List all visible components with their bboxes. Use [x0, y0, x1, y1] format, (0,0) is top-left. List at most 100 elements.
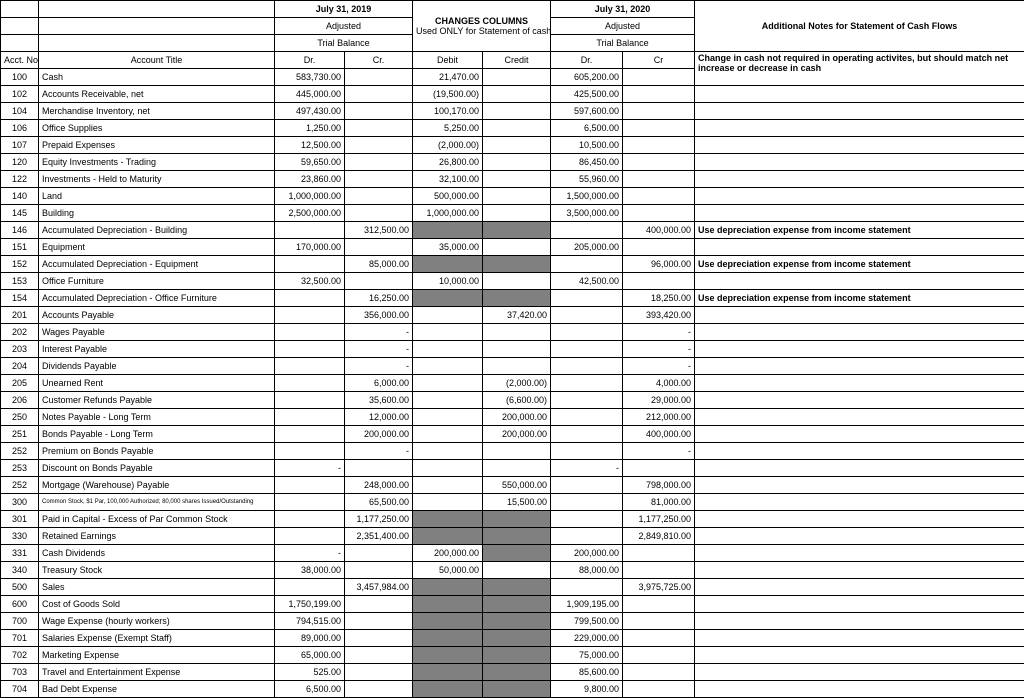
table-row: 206Customer Refunds Payable35,600.00(6,6…	[1, 392, 1024, 409]
cell-debit	[413, 477, 483, 494]
cell-acct: 500	[1, 579, 39, 596]
table-row: 153Office Furniture32,500.0010,000.0042,…	[1, 273, 1024, 290]
table-row: 102Accounts Receivable, net445,000.00(19…	[1, 86, 1024, 103]
cell-cr20	[623, 460, 695, 477]
cell-dr20: 425,500.00	[551, 86, 623, 103]
cell-note	[695, 324, 1024, 341]
cell-dr20: 88,000.00	[551, 562, 623, 579]
cell-cr19	[345, 681, 413, 698]
cell-acct: 122	[1, 171, 39, 188]
cell-cr19: 248,000.00	[345, 477, 413, 494]
cell-dr19	[275, 341, 345, 358]
cell-cr19	[345, 630, 413, 647]
table-row: 205Unearned Rent6,000.00(2,000.00)4,000.…	[1, 375, 1024, 392]
cell-title: Merchandise Inventory, net	[39, 103, 275, 120]
note-change-cash: Change in cash not required in operating…	[695, 52, 1024, 86]
cell-cr20	[623, 630, 695, 647]
cell-title: Prepaid Expenses	[39, 137, 275, 154]
cell-note	[695, 375, 1024, 392]
cell-debit	[413, 528, 483, 545]
cell-credit	[483, 188, 551, 205]
cell-title: Wage Expense (hourly workers)	[39, 613, 275, 630]
cell-acct: 301	[1, 511, 39, 528]
cell-debit	[413, 256, 483, 273]
cell-title: Accumulated Depreciation - Equipment	[39, 256, 275, 273]
cell-cr20: 2,849,810.00	[623, 528, 695, 545]
table-row: 146Accumulated Depreciation - Building31…	[1, 222, 1024, 239]
cell-credit	[483, 137, 551, 154]
col-header-title: Account Title	[39, 52, 275, 69]
cell-acct: 204	[1, 358, 39, 375]
cell-title: Building	[39, 205, 275, 222]
cell-title: Retained Earnings	[39, 528, 275, 545]
cell-dr19: 497,430.00	[275, 103, 345, 120]
cell-note	[695, 681, 1024, 698]
cell-note: Use depreciation expense from income sta…	[695, 290, 1024, 307]
cell-debit	[413, 460, 483, 477]
cell-dr19: 525.00	[275, 664, 345, 681]
cell-credit: (2,000.00)	[483, 375, 551, 392]
cell-acct: 145	[1, 205, 39, 222]
cell-note	[695, 460, 1024, 477]
cell-dr20: 799,500.00	[551, 613, 623, 630]
cell-debit	[413, 392, 483, 409]
cell-debit	[413, 324, 483, 341]
table-row: 201Accounts Payable356,000.0037,420.0039…	[1, 307, 1024, 324]
table-row: 703Travel and Entertainment Expense525.0…	[1, 664, 1024, 681]
cell-dr19	[275, 290, 345, 307]
cell-acct: 300	[1, 494, 39, 511]
cell-dr19: 794,515.00	[275, 613, 345, 630]
cell-credit	[483, 239, 551, 256]
cell-dr20: 75,000.00	[551, 647, 623, 664]
cell-cr20: 400,000.00	[623, 222, 695, 239]
cell-acct: 206	[1, 392, 39, 409]
cell-cr19	[345, 205, 413, 222]
cell-dr19	[275, 443, 345, 460]
cell-cr19: 16,250.00	[345, 290, 413, 307]
cell-debit	[413, 375, 483, 392]
cell-title: Cost of Goods Sold	[39, 596, 275, 613]
cell-title: Accounts Payable	[39, 307, 275, 324]
cell-dr19	[275, 358, 345, 375]
cell-note	[695, 494, 1024, 511]
cell-cr19: 200,000.00	[345, 426, 413, 443]
table-row: 330Retained Earnings2,351,400.002,849,81…	[1, 528, 1024, 545]
cell-note	[695, 664, 1024, 681]
col-header-dr19: Dr.	[275, 52, 345, 69]
cell-acct: 100	[1, 69, 39, 86]
cell-cr19: 356,000.00	[345, 307, 413, 324]
cell-dr19	[275, 426, 345, 443]
header-date-2020: July 31, 2020	[551, 1, 695, 18]
header-adjusted-2019: Adjusted	[275, 18, 413, 35]
cell-acct: 252	[1, 443, 39, 460]
cell-cr20	[623, 681, 695, 698]
cell-cr19	[345, 647, 413, 664]
cell-cr20	[623, 545, 695, 562]
cell-cr19: 35,600.00	[345, 392, 413, 409]
table-row: 122Investments - Held to Maturity23,860.…	[1, 171, 1024, 188]
cell-dr20: 605,200.00	[551, 69, 623, 86]
cell-debit	[413, 222, 483, 239]
cell-dr20: 10,500.00	[551, 137, 623, 154]
cell-debit: (2,000.00)	[413, 137, 483, 154]
cell-dr20: 1,909,195.00	[551, 596, 623, 613]
cell-debit	[413, 307, 483, 324]
cell-cr20: 798,000.00	[623, 477, 695, 494]
cell-note	[695, 273, 1024, 290]
cell-credit: 15,500.00	[483, 494, 551, 511]
cell-credit	[483, 324, 551, 341]
cell-cr19: 12,000.00	[345, 409, 413, 426]
cell-title: Cash	[39, 69, 275, 86]
header-tb-2019: Trial Balance	[275, 35, 413, 52]
cell-dr19	[275, 477, 345, 494]
cell-dr19	[275, 324, 345, 341]
cell-credit	[483, 681, 551, 698]
cell-debit	[413, 358, 483, 375]
cell-note: Use depreciation expense from income sta…	[695, 256, 1024, 273]
cell-cr19: 85,000.00	[345, 256, 413, 273]
cell-credit	[483, 103, 551, 120]
header-adjusted-2020: Adjusted	[551, 18, 695, 35]
cell-debit	[413, 664, 483, 681]
cell-debit: 500,000.00	[413, 188, 483, 205]
cell-credit	[483, 341, 551, 358]
